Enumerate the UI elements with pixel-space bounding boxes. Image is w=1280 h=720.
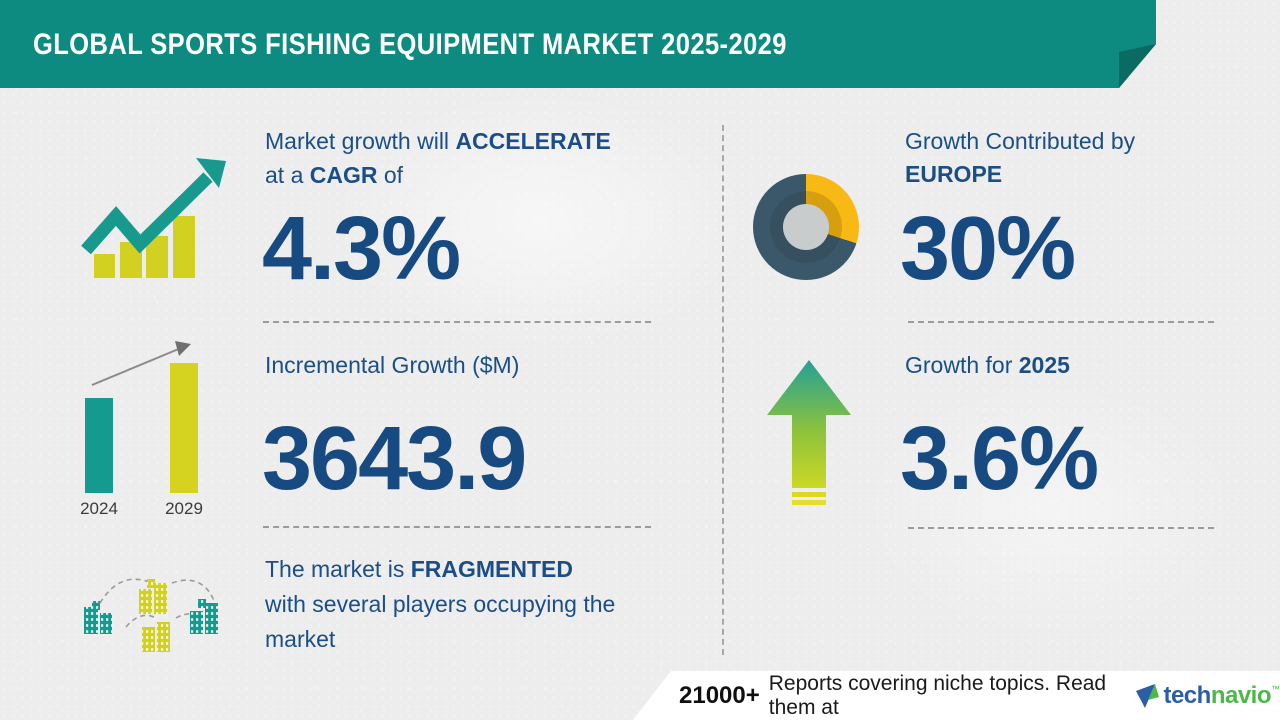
fragmented-line3: market	[265, 626, 336, 652]
cagr-accelerate-label: ACCELERATE	[455, 128, 611, 154]
growth-2025-value: 3.6%	[900, 409, 1099, 509]
footer-message: Reports covering niche topics. Read them…	[768, 671, 1107, 719]
vertical-divider	[722, 125, 724, 655]
technavio-logo: tech navio ™	[1135, 681, 1280, 709]
growth-2025-label: Growth for 2025	[905, 352, 1070, 379]
bar-label-2029: 2029	[165, 499, 203, 518]
logo-text-tech: tech	[1163, 681, 1211, 709]
divider	[908, 527, 1214, 529]
donut-hole	[783, 204, 829, 250]
background-highlight	[330, 90, 750, 350]
logo-text-navio: navio	[1210, 681, 1272, 709]
footer-banner: 21000+ Reports covering niche topics. Re…	[633, 671, 1280, 720]
cagr-text: Market growth will	[265, 128, 456, 154]
bar-growth-2024-2029-icon: 2024 2029	[80, 341, 203, 518]
fragmented-line1: The market is FRAGMENTED	[265, 556, 573, 583]
fragmented-line2: with several players occupying the	[265, 591, 616, 617]
cagr-headline-line1: Market growth will ACCELERATE	[265, 128, 611, 155]
page-title: GLOBAL SPORTS FISHING EQUIPMENT MARKET 2…	[33, 28, 787, 61]
fragmented-label: FRAGMENTED	[410, 556, 573, 582]
cagr-value: 4.3%	[262, 199, 461, 299]
cagr-label: CAGR	[309, 162, 378, 188]
growth-2025-text: Growth for	[905, 352, 1019, 378]
buildings-network-icon	[84, 578, 218, 652]
europe-label: Growth Contributed by	[905, 128, 1136, 154]
donut-chart-icon	[753, 174, 859, 280]
cagr-headline-line2: at a CAGR of	[265, 162, 403, 189]
incremental-growth-label: Incremental Growth ($M)	[265, 352, 520, 378]
divider	[908, 321, 1214, 323]
growth-2025-year: 2025	[1018, 352, 1070, 378]
technavio-logo-icon	[1136, 683, 1160, 708]
up-arrow-icon	[767, 360, 851, 505]
divider	[263, 321, 651, 323]
incremental-growth-value: 3643.9	[262, 409, 527, 509]
divider	[263, 526, 651, 528]
reports-count: 21000+	[679, 681, 760, 709]
europe-share-value: 30%	[900, 199, 1076, 299]
europe-region-label: EUROPE	[905, 161, 1003, 187]
growth-trend-arrow-icon	[81, 158, 226, 278]
donut-inner-ring	[770, 191, 842, 263]
background-highlight	[860, 380, 1240, 640]
fragmented-text: The market is	[265, 556, 411, 582]
cagr-text: at a	[265, 162, 310, 188]
bar-label-2024: 2024	[80, 499, 118, 518]
cagr-text: of	[377, 162, 404, 188]
trademark-symbol: ™	[1271, 683, 1280, 694]
header-ribbon	[0, 0, 1156, 88]
